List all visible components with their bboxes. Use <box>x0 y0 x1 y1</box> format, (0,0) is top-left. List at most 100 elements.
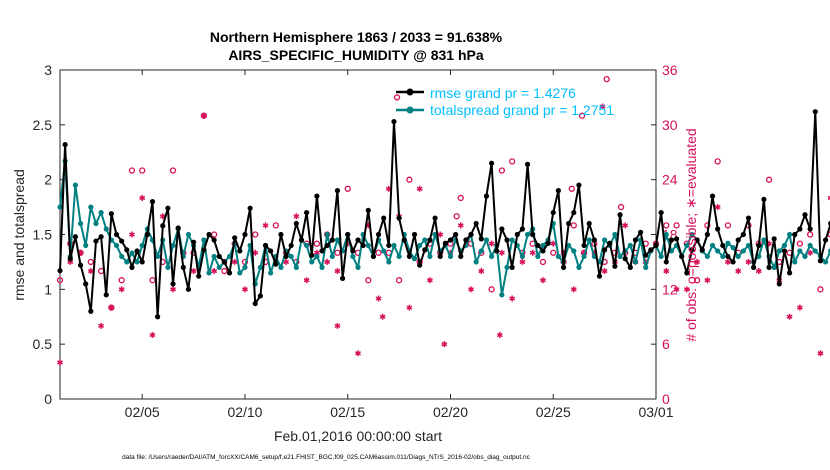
rmse-point <box>155 314 161 320</box>
rmse-point <box>473 220 479 227</box>
rmse-point <box>314 193 320 199</box>
rmse-point <box>792 231 798 238</box>
rmse-point <box>602 247 608 253</box>
rmse-point <box>494 248 500 254</box>
x-tick-label: 02/15 <box>330 404 365 420</box>
totalspread-point <box>812 248 818 254</box>
rmse-point <box>725 253 731 260</box>
rmse-point <box>637 229 644 235</box>
obs-evaluated-point <box>683 286 690 293</box>
totalspread-point <box>709 242 716 249</box>
totalspread-point <box>720 253 726 260</box>
rmse-point <box>648 247 654 253</box>
totalspread-point <box>288 253 294 260</box>
rmse-point <box>571 209 577 216</box>
totalspread-point <box>293 264 299 270</box>
totalspread-point <box>57 204 63 210</box>
totalspread-point <box>134 259 140 265</box>
rmse-point <box>329 237 335 243</box>
rmse-point <box>62 141 68 148</box>
rmse-point <box>673 236 680 242</box>
totalspread-point <box>745 242 752 249</box>
obs-evaluated-point <box>622 222 629 229</box>
obs-evaluated-point <box>755 268 762 275</box>
totalspread-point <box>124 259 130 265</box>
obs-evaluated-point <box>406 304 413 311</box>
totalspread-point <box>704 253 710 260</box>
totalspread-point <box>581 253 587 260</box>
obs-evaluated-point <box>457 222 464 229</box>
rmse-point <box>643 252 649 258</box>
rmse-point <box>119 238 125 244</box>
rmse-point <box>411 231 418 238</box>
rmse-point <box>499 226 505 232</box>
obs-possible-point <box>56 277 64 284</box>
obs-possible-point <box>272 222 279 229</box>
y2-tick-label: 30 <box>662 117 678 133</box>
rmse-point <box>807 226 813 232</box>
obs-possible-point <box>365 277 372 284</box>
obs-possible-point <box>406 176 413 183</box>
obs-evaluated-point <box>283 258 290 265</box>
rmse-point <box>509 264 515 270</box>
totalspread-point <box>206 270 212 276</box>
totalspread-point <box>519 253 526 260</box>
rmse-point <box>211 237 217 243</box>
obs-possible-point <box>453 213 460 220</box>
totalspread-line <box>59 160 830 296</box>
rmse-point <box>201 247 207 253</box>
y-tick-label: 0 <box>44 391 52 407</box>
obs-evaluated-point <box>211 268 218 275</box>
totalspread-point <box>792 259 798 265</box>
totalspread-point <box>411 256 418 262</box>
rmse-point <box>257 293 263 299</box>
y-tick-label: 2.5 <box>33 117 53 133</box>
chart-subtitle: AIRS_SPECIFIC_HUMIDITY @ 831 hPa <box>228 47 484 63</box>
rmse-point <box>694 237 700 243</box>
legend-spread-marker <box>406 106 414 114</box>
rmse-point <box>617 212 623 218</box>
totalspread-point <box>170 242 176 249</box>
rmse-point <box>309 252 315 258</box>
totalspread-point <box>319 264 325 270</box>
totalspread-point <box>663 231 669 238</box>
legend-spread-label: totalspread grand pr = 1.2751 <box>430 102 614 118</box>
rmse-point <box>447 237 454 243</box>
rmse-point <box>237 248 243 254</box>
obs-evaluated-point <box>262 222 269 229</box>
rmse-point <box>83 281 89 287</box>
obs-evaluated-point <box>437 231 444 238</box>
rmse-point <box>319 248 325 254</box>
totalspread-point <box>309 259 315 265</box>
rmse-point <box>345 231 351 238</box>
rmse-point <box>232 235 238 241</box>
rmse-point <box>422 247 428 253</box>
rmse-point <box>576 182 582 188</box>
obs-evaluated-point <box>98 322 105 329</box>
rmse-point <box>504 237 510 243</box>
rmse-point <box>663 259 669 265</box>
totalspread-point <box>632 259 639 265</box>
rmse-point <box>730 259 736 265</box>
obs-possible-point <box>221 267 228 275</box>
legend-rmse-marker <box>406 88 414 96</box>
rmse-point <box>735 237 741 243</box>
rmse-point <box>586 220 592 227</box>
totalspread-point <box>396 253 402 260</box>
obs-possible-point <box>806 231 814 238</box>
rmse-point <box>432 215 438 221</box>
totalspread-point <box>715 248 721 254</box>
totalspread-point <box>83 242 89 249</box>
rmse-point <box>653 242 659 249</box>
obs-evaluated-point <box>441 341 448 348</box>
obs-possible-point <box>673 222 680 229</box>
rmse-point <box>566 220 572 227</box>
totalspread-point <box>566 242 572 249</box>
y2-axis-label: # of obs: o=possible; ∗=evaluated <box>683 128 699 341</box>
obs-possible-point <box>128 167 136 174</box>
x-tick-label: 02/20 <box>433 404 468 420</box>
rmse-point <box>149 199 156 205</box>
obs-evaluated-point <box>519 258 526 265</box>
totalspread-point <box>314 253 320 260</box>
totalspread-point <box>211 253 217 260</box>
